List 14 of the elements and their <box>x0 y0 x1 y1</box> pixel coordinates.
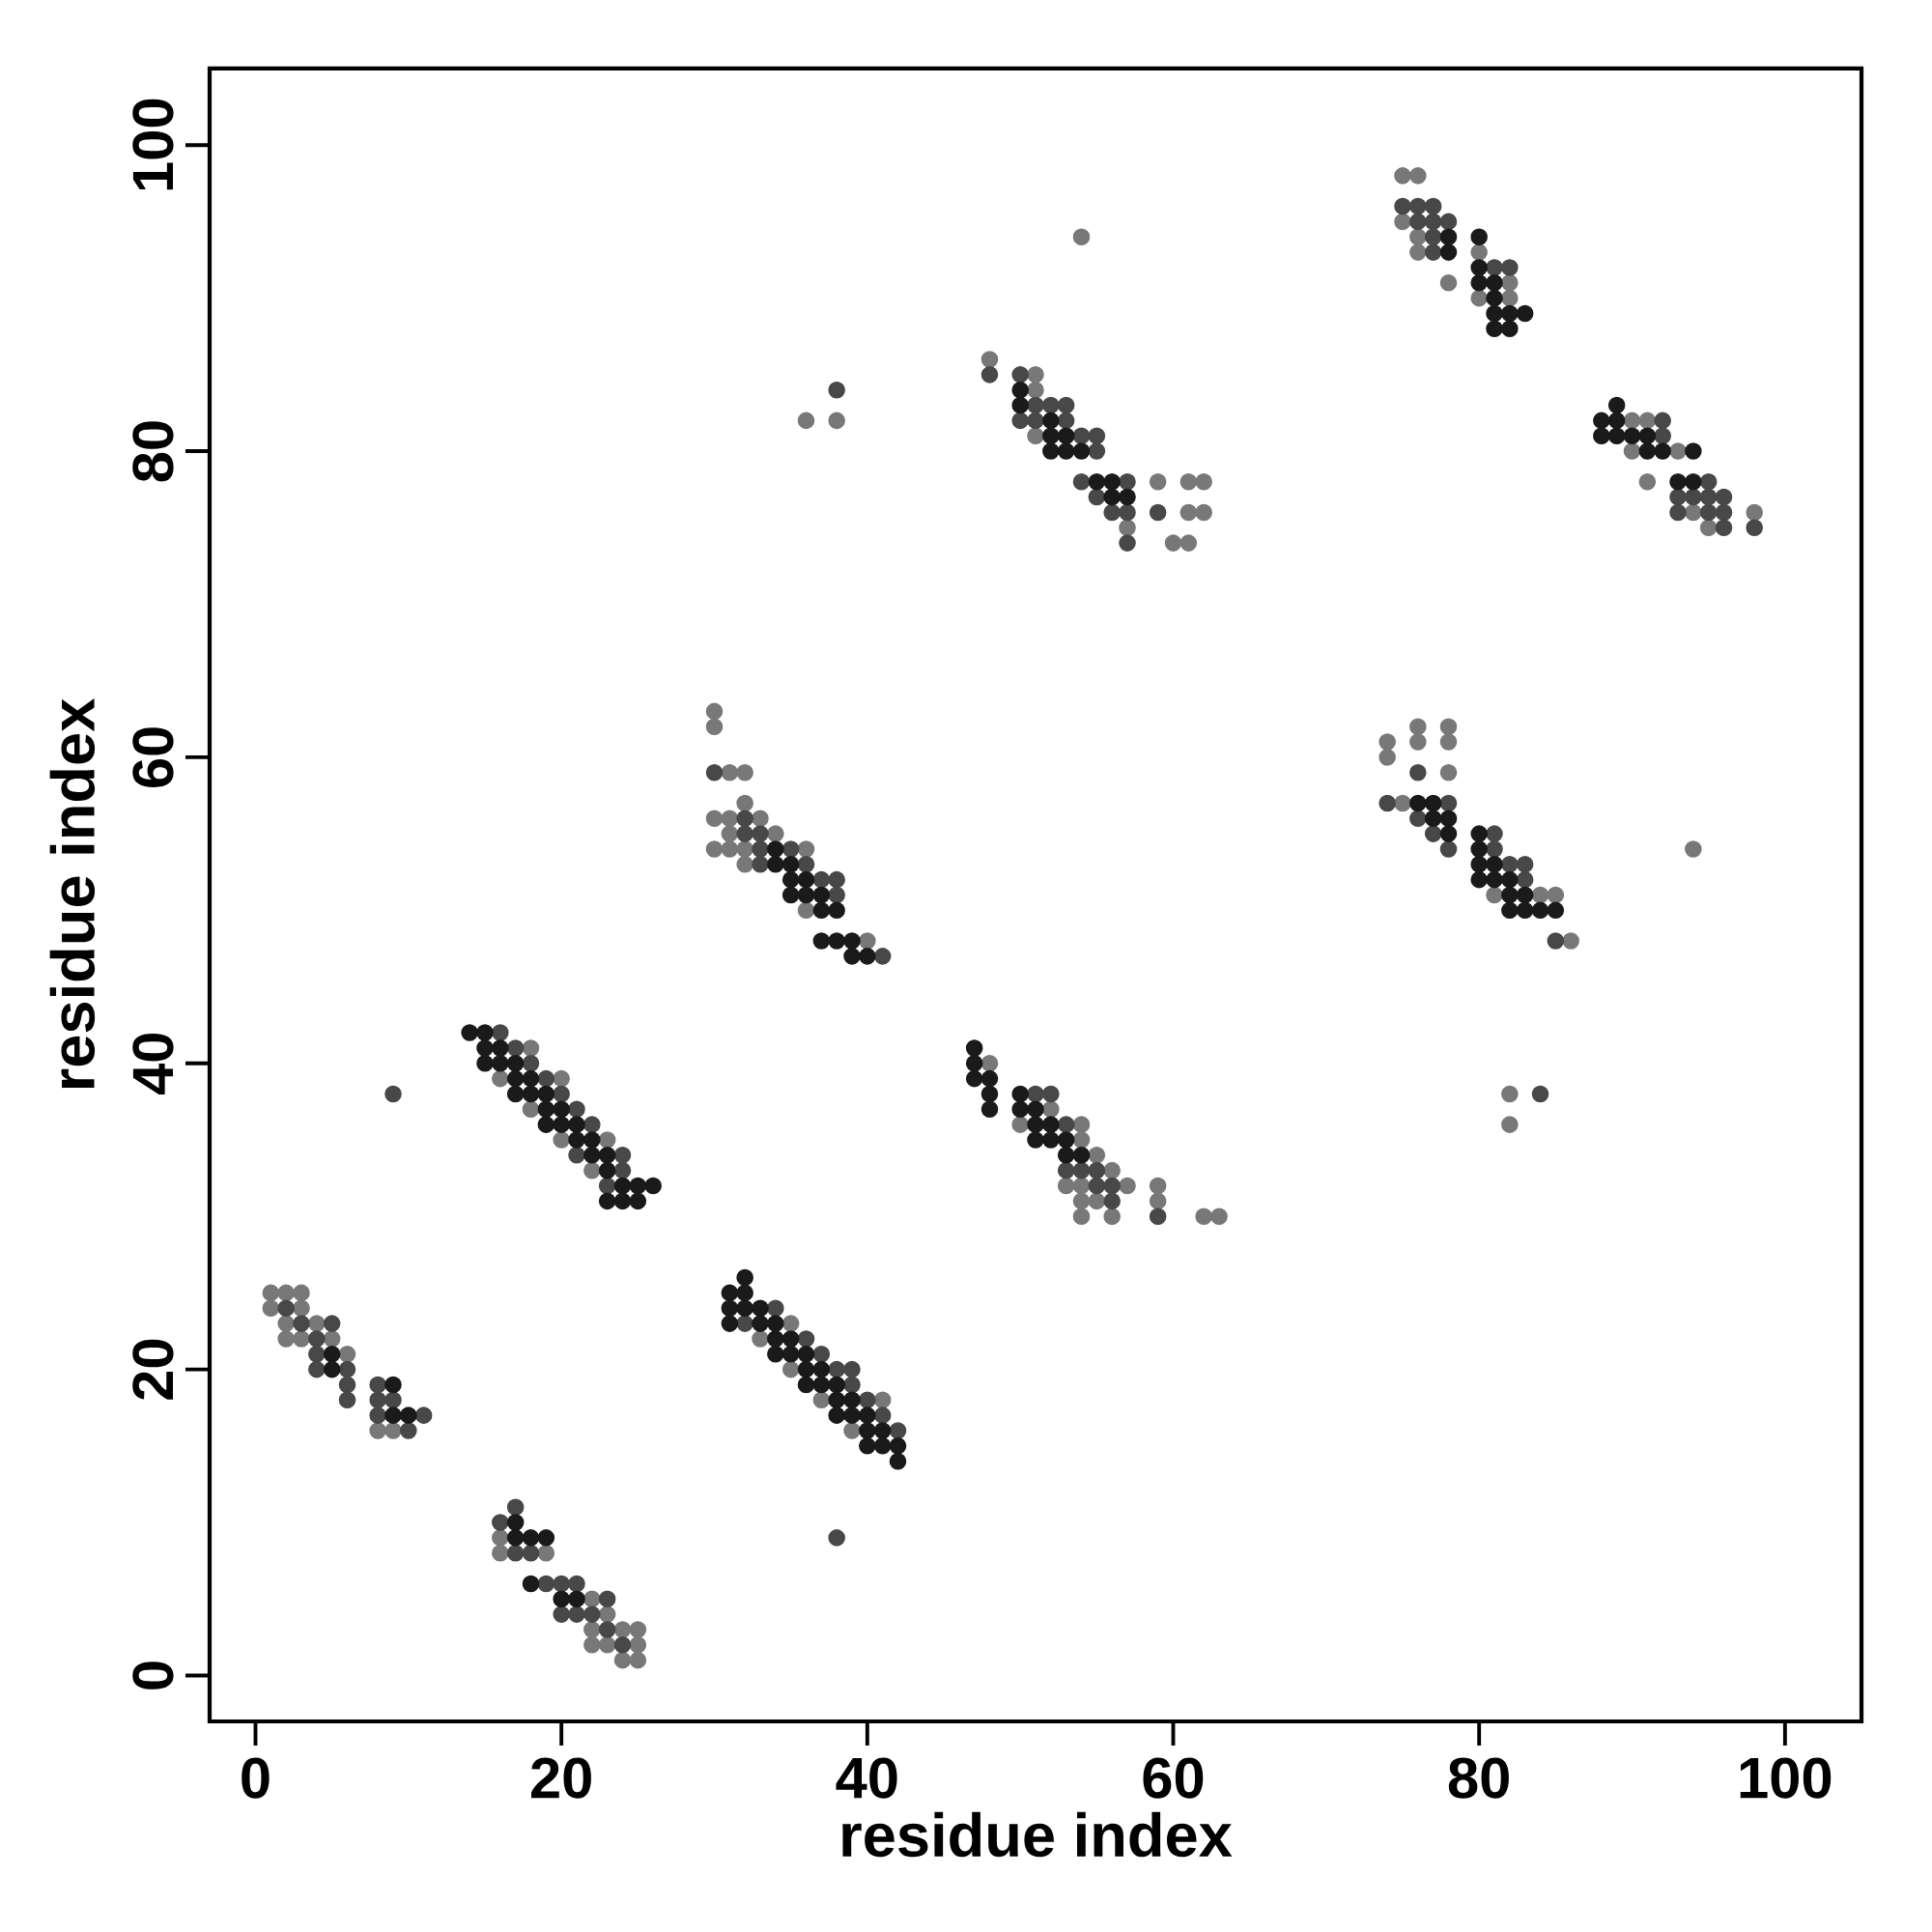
y-tick-label: 100 <box>132 99 174 190</box>
x-tick-label: 0 <box>242 1757 270 1799</box>
x-axis-title: residue index <box>842 1811 1233 1858</box>
y-tick-label: 20 <box>132 1339 174 1400</box>
x-tick-label: 100 <box>1740 1757 1832 1799</box>
y-tick-label: 80 <box>132 421 174 482</box>
y-tick-label: 60 <box>132 727 174 787</box>
x-tick-label: 20 <box>531 1757 591 1799</box>
y-tick-label: 40 <box>132 1034 174 1095</box>
x-tick-label: 60 <box>1143 1757 1204 1799</box>
y-tick-label: 0 <box>132 1662 174 1690</box>
x-tick-label: 40 <box>836 1757 897 1799</box>
y-axis-title: residue index <box>49 698 96 1089</box>
x-tick-label: 80 <box>1448 1757 1509 1799</box>
